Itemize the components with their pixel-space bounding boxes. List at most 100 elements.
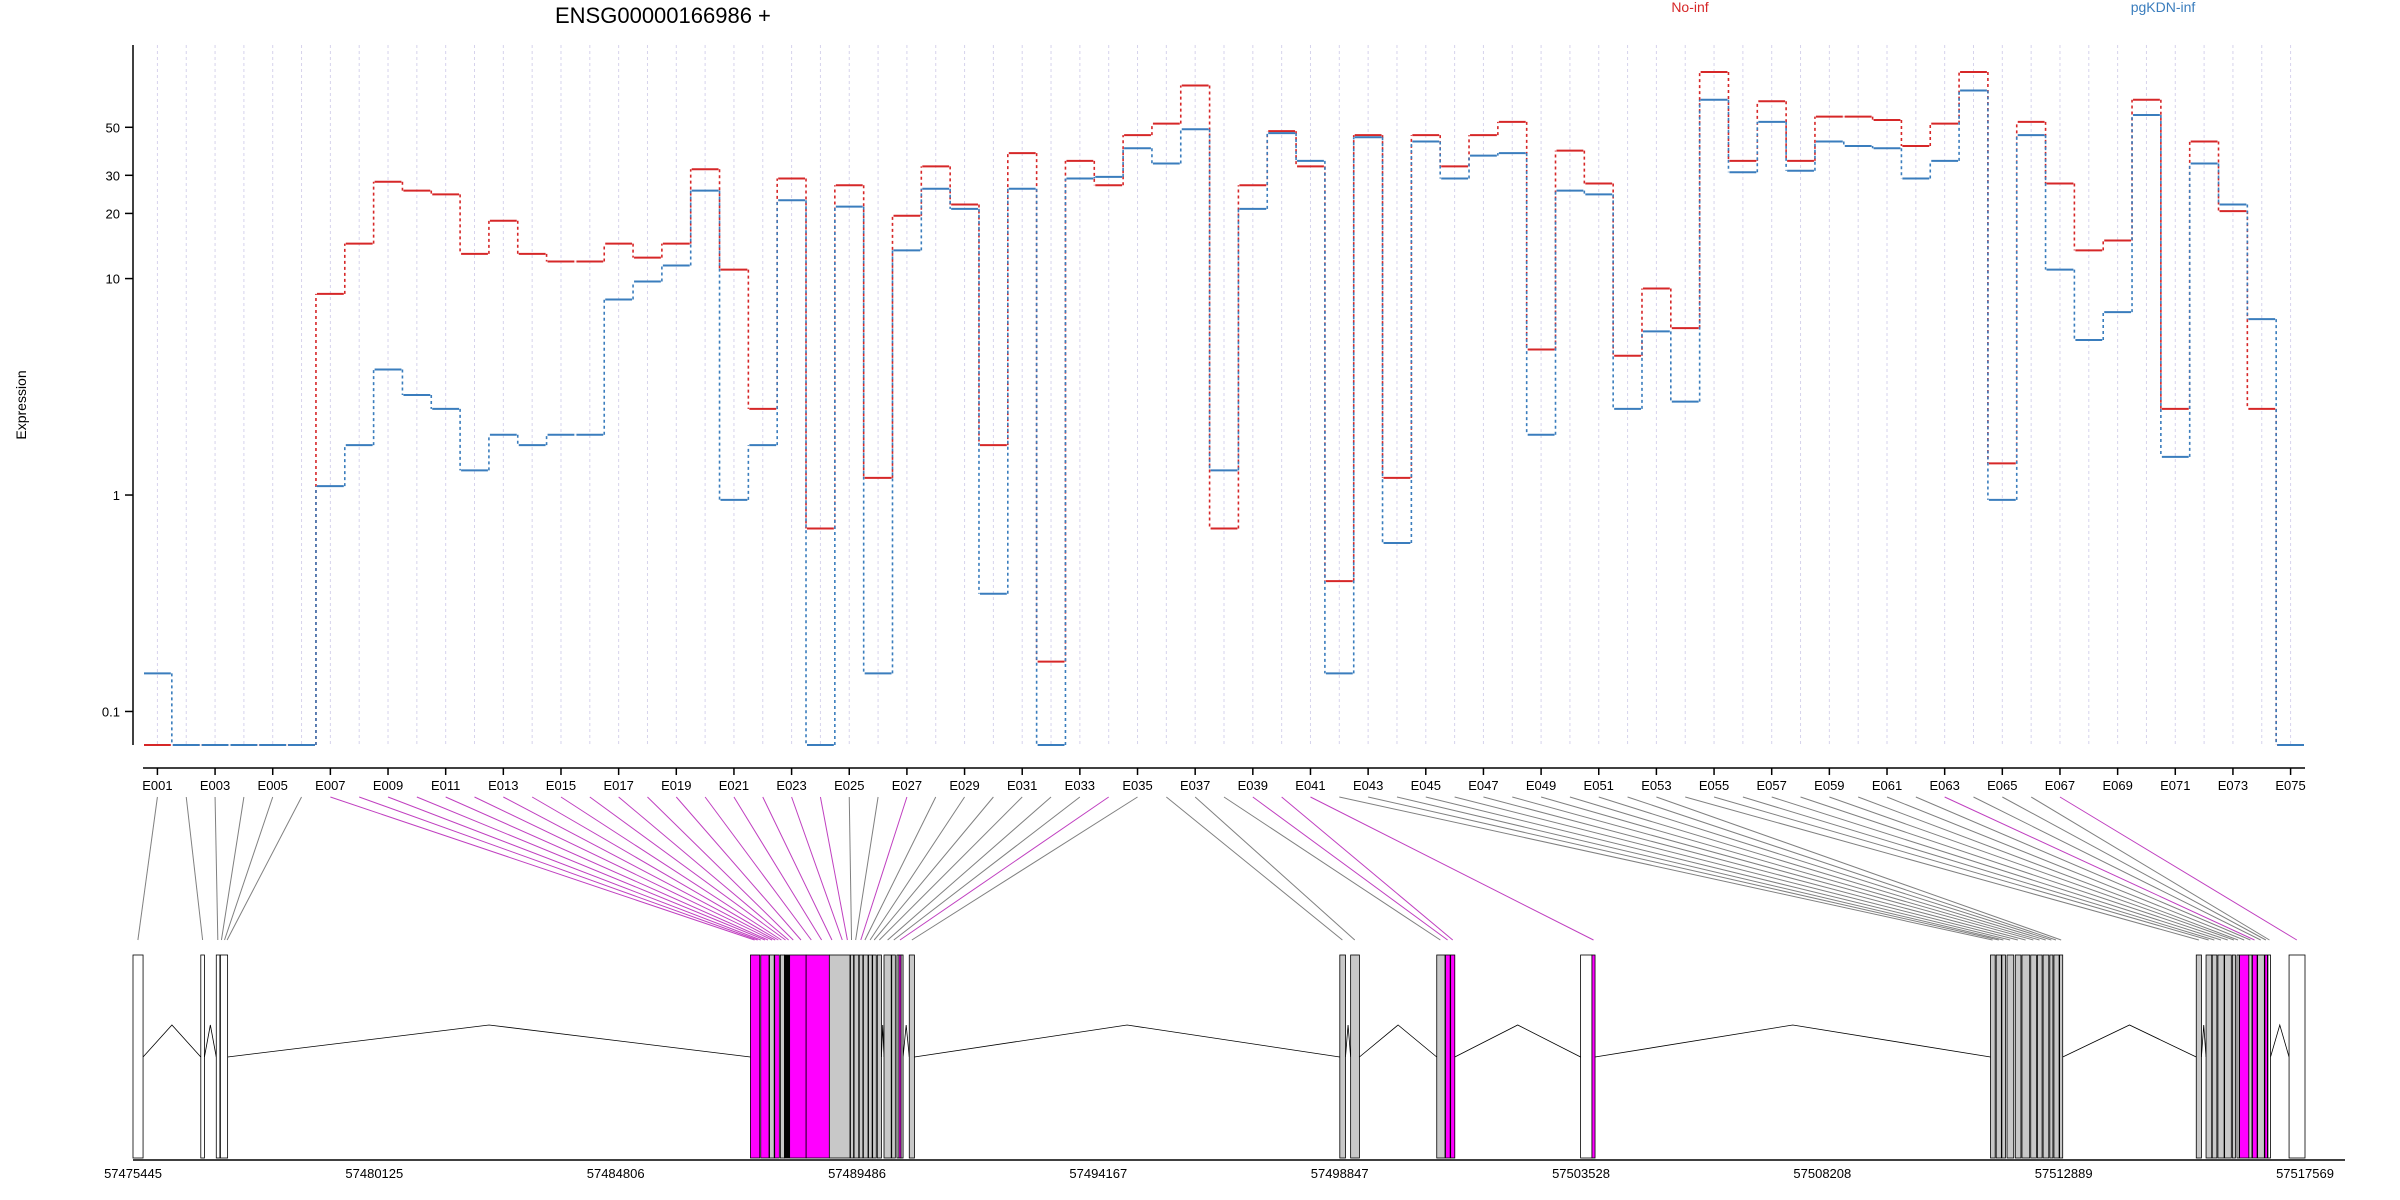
exon-block bbox=[2224, 954, 2232, 1159]
exon-connector bbox=[185, 796, 204, 941]
exon-block bbox=[1995, 954, 2002, 1159]
x-tick-label: E065 bbox=[1987, 778, 2017, 793]
exon-block bbox=[1350, 954, 1360, 1159]
exon-block bbox=[868, 954, 873, 1159]
exon-block bbox=[2264, 954, 2268, 1159]
exon-connector bbox=[791, 796, 843, 941]
exon-connector bbox=[531, 796, 779, 941]
exon-connector bbox=[733, 796, 823, 941]
x-tick-label: E017 bbox=[603, 778, 633, 793]
x-tick-label: E005 bbox=[258, 778, 288, 793]
exon-block bbox=[1580, 954, 1593, 1159]
exon-connector bbox=[1425, 796, 2011, 941]
exon-block bbox=[774, 954, 780, 1159]
genome-coordinate-label: 57489486 bbox=[828, 1166, 886, 1181]
exon-connector bbox=[1310, 796, 1594, 941]
exon-block bbox=[1339, 954, 1346, 1159]
exon-block bbox=[784, 954, 790, 1159]
exon-block bbox=[2205, 954, 2213, 1159]
exon-connector bbox=[1454, 796, 2018, 941]
genome-coordinate-label: 57480125 bbox=[345, 1166, 403, 1181]
x-tick-label: E009 bbox=[373, 778, 403, 793]
y-tick-label: 10 bbox=[106, 272, 120, 287]
x-tick-label: E053 bbox=[1641, 778, 1671, 793]
exon-connector bbox=[893, 796, 1081, 941]
exon-connector bbox=[1281, 796, 1454, 941]
exon-block bbox=[2049, 954, 2054, 1159]
genome-coordinate-axis: 57475445 57480125 57484806 57489486 57494167… bbox=[104, 1159, 2345, 1181]
exon-connector bbox=[887, 796, 1052, 941]
x-tick-label: E003 bbox=[200, 778, 230, 793]
exon-block bbox=[132, 954, 144, 1159]
exon-block bbox=[2053, 954, 2060, 1159]
exon-connector bbox=[1685, 796, 2199, 941]
exon-connector bbox=[1252, 796, 1448, 941]
x-tick-label: E067 bbox=[2045, 778, 2075, 793]
exon-block bbox=[2239, 954, 2250, 1159]
intron-line bbox=[1594, 1024, 1991, 1058]
exon-block bbox=[760, 954, 770, 1159]
y-tick-label: 1 bbox=[113, 488, 120, 503]
exon-block bbox=[876, 954, 882, 1159]
exon-block bbox=[779, 954, 785, 1159]
y-tick-label: 0.1 bbox=[102, 704, 120, 719]
exon-connector bbox=[226, 796, 302, 941]
x-tick-label: E043 bbox=[1353, 778, 1383, 793]
genome-coordinate-label: 57484806 bbox=[587, 1166, 645, 1181]
exon-connector bbox=[869, 796, 965, 941]
exon-connector bbox=[416, 796, 766, 941]
exon-block bbox=[828, 954, 851, 1159]
exon-block bbox=[2231, 954, 2236, 1159]
exon-connector-lines bbox=[137, 796, 2298, 941]
exon-connector bbox=[1656, 796, 2062, 941]
exon-connector bbox=[879, 796, 1023, 941]
x-tick-label: E055 bbox=[1699, 778, 1729, 793]
exon-block bbox=[2059, 954, 2064, 1159]
genome-coordinate-label: 57503528 bbox=[1552, 1166, 1610, 1181]
y-tick-label: 20 bbox=[106, 206, 120, 221]
x-tick-label: E047 bbox=[1468, 778, 1498, 793]
exon-block bbox=[2195, 954, 2202, 1159]
exon-connector bbox=[589, 796, 786, 941]
exon-connector bbox=[503, 796, 776, 941]
exon-connector bbox=[214, 796, 219, 941]
exon-block bbox=[2252, 954, 2258, 1159]
exon-connector bbox=[1915, 796, 2251, 941]
exon-connector bbox=[474, 796, 773, 941]
intron-line bbox=[902, 1024, 910, 1058]
exon-connector bbox=[1713, 796, 2209, 941]
x-tick-label: E039 bbox=[1238, 778, 1268, 793]
exon-connector bbox=[2002, 796, 2267, 941]
exon-connector bbox=[330, 796, 755, 941]
vertical-grid bbox=[156, 45, 2292, 745]
x-tick-label: E071 bbox=[2160, 778, 2190, 793]
exon-connector bbox=[1944, 796, 2255, 941]
exon-block bbox=[891, 954, 896, 1159]
intron-line bbox=[227, 1024, 751, 1058]
x-tick-label: E029 bbox=[949, 778, 979, 793]
exon-connector bbox=[1800, 796, 2228, 941]
x-tick-label: E069 bbox=[2102, 778, 2132, 793]
exon-connector bbox=[848, 796, 853, 941]
x-tick-label: E021 bbox=[719, 778, 749, 793]
chart-title: ENSG00000166986 + bbox=[555, 3, 771, 28]
x-tick-label: E031 bbox=[1007, 778, 1037, 793]
exon-block bbox=[2288, 954, 2306, 1159]
exon-connector bbox=[675, 796, 802, 941]
exon-block bbox=[853, 954, 860, 1159]
exon-block bbox=[908, 954, 915, 1159]
x-tick-label: E023 bbox=[776, 778, 806, 793]
exon-block bbox=[2267, 954, 2271, 1159]
y-axis-label: Expression bbox=[13, 370, 29, 439]
x-tick-label: E075 bbox=[2275, 778, 2305, 793]
exon-block bbox=[1450, 954, 1456, 1159]
exon-connector bbox=[1396, 796, 2004, 941]
x-tick-label: E011 bbox=[431, 778, 460, 793]
exon-connector bbox=[1483, 796, 2026, 941]
x-tick-label: E025 bbox=[834, 778, 864, 793]
exon-block bbox=[200, 954, 205, 1159]
exon-connector bbox=[855, 796, 879, 941]
exon-block bbox=[750, 954, 761, 1159]
intron-line bbox=[1345, 1024, 1352, 1058]
exon-connector bbox=[1339, 796, 1993, 941]
